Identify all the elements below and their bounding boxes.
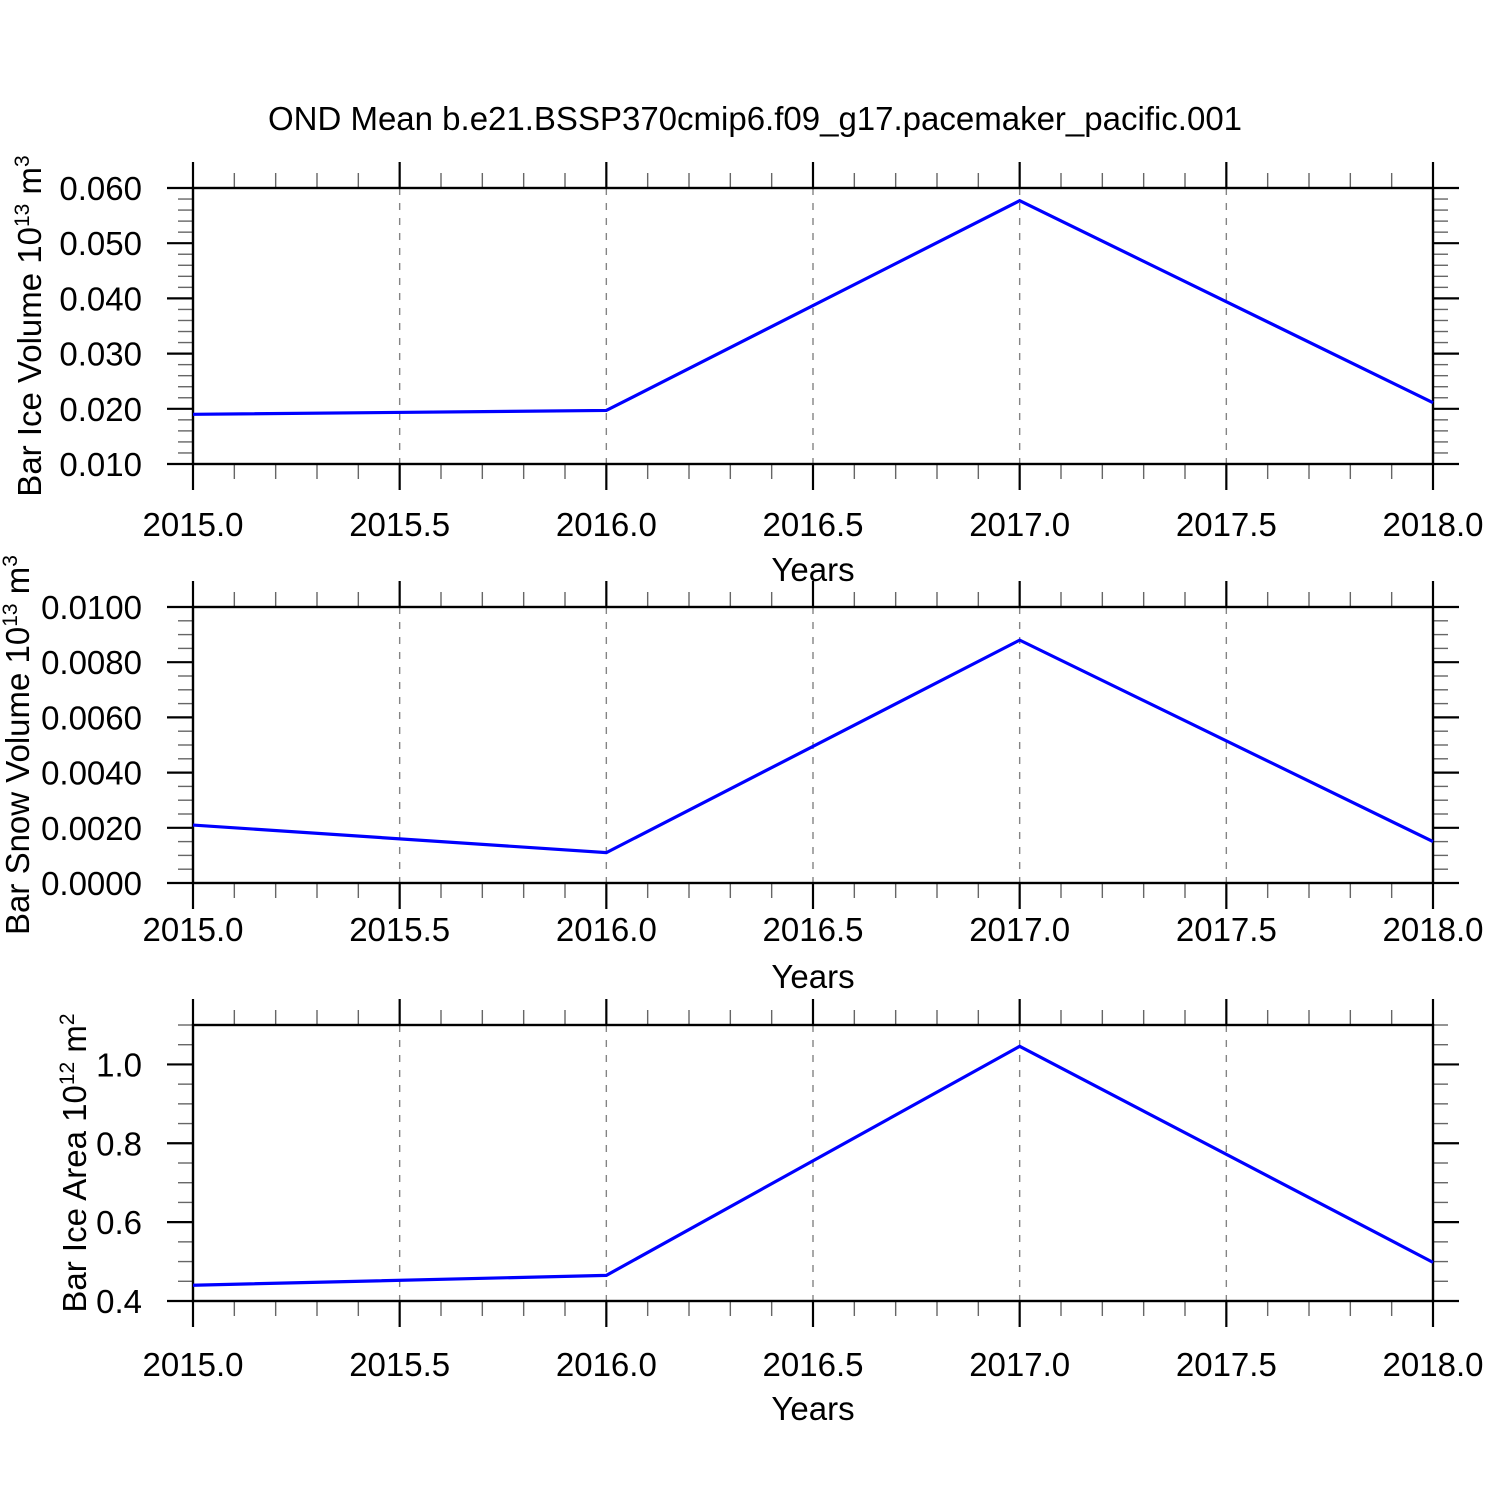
y-axis-title-ice-area: Bar Ice Area 1012 m2 [56,1013,94,1312]
plot-frame [191,1023,1435,1303]
y-tick-label: 0.0020 [41,810,142,847]
y-tick-label: 0.040 [59,280,142,317]
x-tick-label: 2015.5 [349,911,450,948]
y-tick-label: 0.0100 [41,589,142,626]
plot-frame [191,605,1435,885]
y-axis-title-unit-exponent: 3 [0,555,22,567]
x-tick-label: 2017.5 [1176,1346,1277,1383]
x-tick-label: 2018.0 [1383,506,1484,543]
x-axis-title: Years [771,1390,854,1427]
y-tick-label: 0.010 [59,446,142,483]
data-line [192,1044,1434,1287]
plot-frame [191,186,1435,466]
y-axis-title-text: Bar Ice Volume 10 [11,227,48,497]
panel-ice-area: 0.4 0.6 0.8 1.0 2015.0 2015.5 2016.0 2016.5 2017… [96,999,1483,1427]
x-tick-label: 2018.0 [1383,911,1484,948]
x-tick-label: 2018.0 [1383,1346,1484,1383]
x-tick-label: 2015.5 [349,1346,450,1383]
y-tick-label: 0.030 [59,336,142,373]
x-tick-label: 2017.0 [969,506,1070,543]
x-axis-title: Years [771,958,854,995]
y-tick-label: 0.0060 [41,699,142,736]
y-axis-title-text: Bar Snow Volume 10 [0,626,36,935]
x-tick-label: 2017.5 [1176,506,1277,543]
x-tick-label: 2016.5 [763,911,864,948]
y-axis-title-text: Bar Ice Area 10 [56,1085,93,1313]
y-tick-label: 0.0080 [41,644,142,681]
y-tick-label: 0.6 [96,1204,142,1241]
y-tick-label: 0.0000 [41,865,142,902]
x-tick-label: 2017.5 [1176,911,1277,948]
figure-title: OND Mean b.e21.BSSP370cmip6.f09_g17.pace… [267,100,1243,137]
y-axis-title-unit: m [11,167,48,204]
x-tick-label: 2017.0 [969,911,1070,948]
y-axis-title-exponent: 12 [56,1061,79,1086]
y-axis-title-unit: m [56,1025,93,1062]
y-tick-label: 0.020 [59,391,142,428]
y-axis-title-exponent: 13 [0,603,22,627]
y-axis-title-unit-exponent: 2 [56,1013,79,1026]
y-tick-label: 0.4 [96,1283,142,1320]
y-tick-label: 0.050 [59,225,142,262]
x-tick-label: 2016.0 [556,506,657,543]
x-tick-label: 2015.0 [143,1346,244,1383]
y-axis-title-snow-volume: Bar Snow Volume 1013 m3 [0,555,37,935]
x-tick-label: 2016.0 [556,1346,657,1383]
x-tick-label: 2015.0 [143,506,244,543]
y-tick-label: 0.8 [96,1125,142,1162]
x-tick-label: 2017.0 [969,1346,1070,1383]
y-axis-title-ice-volume: Bar Ice Volume 1013 m3 [11,155,49,496]
panel-ice-volume: 0.010 0.020 0.030 0.040 0.050 0.060 2015.0 2015… [59,162,1483,588]
x-tick-label: 2015.5 [349,506,450,543]
x-tick-label: 2016.5 [763,506,864,543]
y-tick-label: 1.0 [96,1046,142,1083]
x-tick-label: 2016.0 [556,911,657,948]
y-axis-title-unit: m [0,566,36,604]
y-tick-label: 0.0040 [41,755,142,792]
y-tick-label: 0.060 [59,170,142,207]
x-tick-label: 2016.5 [763,1346,864,1383]
y-axis-title-exponent: 13 [11,203,34,228]
x-tick-label: 2015.0 [143,911,244,948]
panel-snow-volume: 0.0000 0.0020 0.0040 0.0060 0.0080 0.0100 2015… [41,581,1483,995]
data-line [192,638,1434,855]
data-line [192,198,1434,416]
y-axis-title-unit-exponent: 3 [11,155,34,167]
